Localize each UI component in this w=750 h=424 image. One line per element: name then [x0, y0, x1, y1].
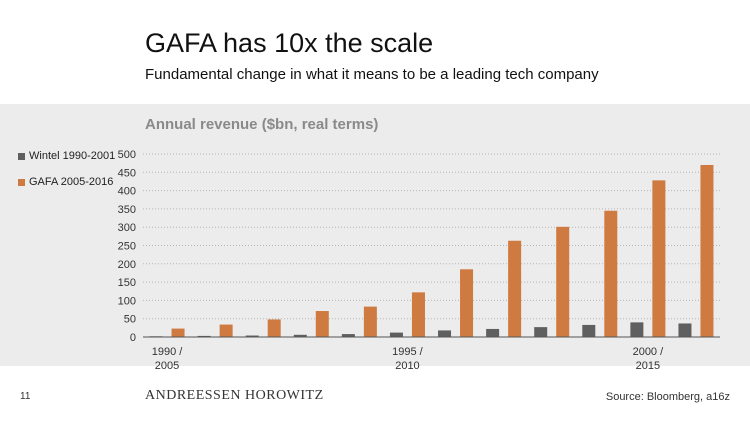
bar-wintel: [630, 322, 644, 337]
bar-gafa: [171, 328, 185, 337]
legend-swatch-gafa: [18, 178, 25, 186]
x-tick-label: 2000 /: [633, 346, 665, 358]
legend-item-wintel: Wintel 1990-2001: [18, 150, 115, 162]
bar-gafa: [652, 180, 666, 337]
bar-gafa: [508, 240, 522, 337]
bar-gafa: [219, 324, 233, 337]
y-tick-label: 300: [118, 222, 136, 234]
y-tick-label: 350: [118, 204, 136, 216]
x-tick-label: 2010: [395, 360, 419, 372]
bar-gafa: [315, 311, 329, 337]
bar-wintel: [534, 327, 548, 337]
bar-wintel: [197, 335, 211, 337]
page-title: GAFA has 10x the scale: [145, 28, 434, 58]
y-tick-label: 200: [118, 259, 136, 271]
bar-wintel: [678, 323, 692, 337]
y-tick-label: 400: [118, 186, 136, 198]
bar-wintel: [293, 334, 307, 337]
y-tick-label: 150: [118, 277, 136, 289]
x-tick-label: 1990 /: [152, 346, 184, 358]
legend-swatch-wintel: [18, 152, 25, 160]
legend-item-gafa: GAFA 2005-2016: [18, 176, 115, 188]
x-tick-label: 1995 /: [392, 346, 424, 358]
y-tick-label: 100: [118, 295, 136, 307]
chart-legend: Wintel 1990-2001 GAFA 2005-2016: [18, 150, 115, 202]
bar-wintel: [245, 335, 259, 337]
x-tick-label: 2015: [636, 360, 660, 372]
page-number: 11: [20, 391, 31, 402]
x-tick-label: 2005: [155, 360, 179, 372]
bar-wintel: [341, 334, 355, 337]
chart-title: Annual revenue ($bn, real terms): [145, 116, 379, 133]
legend-label-wintel: Wintel 1990-2001: [29, 150, 116, 162]
y-tick-label: 0: [130, 332, 136, 344]
bar-gafa: [556, 226, 570, 337]
bar-gafa: [363, 306, 377, 337]
source-note: Source: Bloomberg, a16z: [605, 391, 730, 403]
legend-label-gafa: GAFA 2005-2016: [29, 176, 114, 188]
bar-gafa: [700, 164, 714, 337]
bar-gafa: [267, 319, 281, 337]
bar-wintel: [389, 332, 403, 337]
bar-wintel: [582, 324, 596, 337]
bar-gafa: [460, 269, 474, 337]
brand-logo-text: ANDREESSEN HOROWITZ: [145, 388, 324, 403]
bar-wintel: [486, 328, 500, 337]
bar-gafa: [604, 210, 618, 337]
y-tick-label: 500: [118, 149, 136, 161]
y-tick-label: 450: [118, 167, 136, 179]
y-tick-label: 250: [118, 241, 136, 253]
bar-wintel: [438, 330, 452, 337]
page-subtitle: Fundamental change in what it means to b…: [145, 66, 599, 83]
y-tick-label: 50: [124, 314, 136, 326]
bar-gafa: [411, 292, 425, 337]
